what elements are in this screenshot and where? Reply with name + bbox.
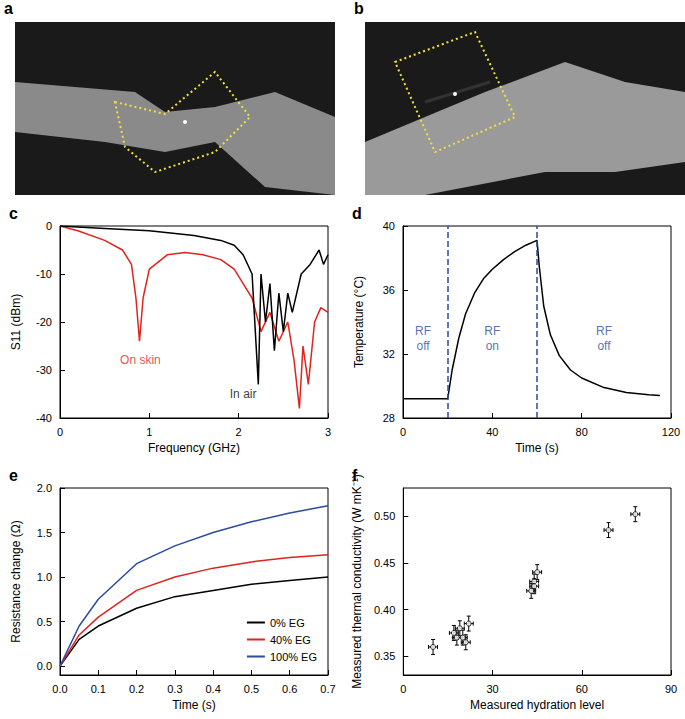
svg-text:0.6: 0.6	[282, 683, 297, 695]
svg-text:off: off	[417, 339, 431, 353]
svg-text:0.0: 0.0	[37, 660, 52, 672]
svg-text:100% EG: 100% EG	[270, 651, 317, 663]
svg-text:40% EG: 40% EG	[270, 634, 311, 646]
svg-text:Resistance change (Ω): Resistance change (Ω)	[9, 520, 23, 642]
svg-text:60: 60	[576, 683, 588, 695]
svg-text:-30: -30	[36, 364, 52, 376]
svg-text:Frequency (GHz): Frequency (GHz)	[148, 441, 240, 455]
svg-text:-10: -10	[36, 268, 52, 280]
svg-text:Time (s): Time (s)	[172, 698, 216, 712]
svg-text:0.50: 0.50	[374, 510, 395, 522]
svg-text:0.5: 0.5	[244, 683, 259, 695]
svg-text:2.0: 2.0	[37, 482, 52, 494]
svg-text:on: on	[486, 339, 499, 353]
svg-text:-20: -20	[36, 316, 52, 328]
html-text:b: b	[354, 0, 364, 17]
svg-text:Time (s): Time (s)	[515, 441, 559, 455]
svg-text:Temperature (°C): Temperature (°C)	[352, 276, 366, 368]
svg-text:30: 30	[486, 683, 498, 695]
svg-text:40: 40	[486, 426, 498, 438]
svg-text:90: 90	[665, 683, 677, 695]
svg-text:0.1: 0.1	[91, 683, 106, 695]
svg-text:0: 0	[400, 426, 406, 438]
html-text:a: a	[4, 0, 13, 17]
svg-text:2: 2	[236, 426, 242, 438]
svg-text:RF: RF	[415, 324, 431, 338]
svg-text:80: 80	[576, 426, 588, 438]
svg-text:0.3: 0.3	[167, 683, 182, 695]
svg-text:Measured hydration level: Measured hydration level	[470, 698, 604, 712]
svg-text:0.40: 0.40	[374, 604, 395, 616]
svg-text:1: 1	[146, 426, 152, 438]
svg-text:Measured thermal conductivity: Measured thermal conductivity (W mK⁻¹)	[350, 474, 364, 689]
svg-text:36: 36	[383, 284, 395, 296]
svg-text:c: c	[9, 205, 18, 222]
svg-text:1.5: 1.5	[37, 527, 52, 539]
svg-text:off: off	[597, 339, 611, 353]
svg-text:0: 0	[400, 683, 406, 695]
svg-text:0.2: 0.2	[129, 683, 144, 695]
svg-text:120: 120	[662, 426, 680, 438]
svg-text:f: f	[352, 467, 358, 484]
svg-text:0.0: 0.0	[52, 683, 67, 695]
svg-text:S11 (dBm): S11 (dBm)	[9, 294, 23, 350]
svg-text:0% EG: 0% EG	[270, 617, 305, 629]
svg-text:3: 3	[325, 426, 331, 438]
svg-text:0: 0	[57, 426, 63, 438]
svg-text:-40: -40	[36, 412, 52, 424]
svg-text:1.0: 1.0	[37, 571, 52, 583]
svg-text:28: 28	[383, 412, 395, 424]
svg-text:32: 32	[383, 348, 395, 360]
svg-text:0.35: 0.35	[374, 650, 395, 662]
svg-text:In air: In air	[230, 387, 257, 401]
svg-text:RF: RF	[596, 324, 612, 338]
svg-text:e: e	[9, 467, 18, 484]
svg-text:RF: RF	[484, 324, 500, 338]
svg-text:0.7: 0.7	[320, 683, 335, 695]
svg-text:d: d	[352, 205, 362, 222]
svg-text:0.45: 0.45	[374, 557, 395, 569]
svg-text:40: 40	[383, 220, 395, 232]
svg-text:0.4: 0.4	[205, 683, 220, 695]
svg-text:On skin: On skin	[120, 353, 161, 367]
svg-text:0: 0	[46, 220, 52, 232]
svg-text:0.5: 0.5	[37, 616, 52, 628]
